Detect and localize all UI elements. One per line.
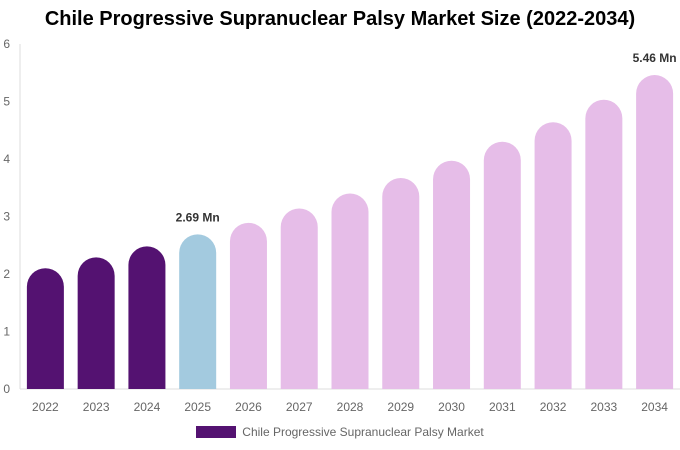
- data-label: 5.46 Mn: [633, 51, 677, 65]
- bar-2025: [179, 234, 217, 389]
- x-tick-label: 2022: [32, 400, 59, 414]
- bar-2033: [585, 99, 623, 390]
- bar-2029: [382, 177, 420, 389]
- bar-2027: [280, 208, 318, 389]
- legend: Chile Progressive Supranuclear Palsy Mar…: [0, 425, 680, 439]
- x-tick-label: 2026: [235, 400, 262, 414]
- x-tick-label: 2032: [540, 400, 567, 414]
- legend-label: Chile Progressive Supranuclear Palsy Mar…: [242, 425, 484, 439]
- bar-2026: [229, 222, 267, 389]
- x-tick-label: 2033: [590, 400, 617, 414]
- y-tick-label: 2: [3, 267, 10, 281]
- bar-2023: [77, 257, 115, 389]
- x-tick-label: 2034: [641, 400, 668, 414]
- x-tick-label: 2028: [337, 400, 364, 414]
- x-tick-label: 2027: [286, 400, 313, 414]
- y-tick-label: 1: [3, 325, 10, 339]
- bar-2034: [636, 75, 674, 390]
- bar-chart: 0 1 2 3 4 5 6 2022 2023 2024 2025 2026 2027 2028 2029 2…: [3, 37, 680, 414]
- legend-swatch: [196, 426, 237, 438]
- x-tick-label: 2029: [387, 400, 414, 414]
- y-tick-label: 4: [3, 152, 10, 166]
- x-tick-label: 2025: [184, 400, 211, 414]
- bar-2032: [534, 122, 572, 389]
- bar-2024: [128, 246, 166, 389]
- x-tick-label: 2030: [438, 400, 465, 414]
- chart-title: Chile Progressive Supranuclear Palsy Mar…: [44, 8, 636, 30]
- bar-2030: [433, 160, 471, 389]
- data-label: 2.69 Mn: [176, 210, 220, 224]
- x-tick-label: 2031: [489, 400, 516, 414]
- y-tick-label: 6: [3, 37, 10, 51]
- bar-2028: [331, 193, 369, 389]
- y-tick-label: 5: [3, 95, 10, 109]
- bar-2031: [483, 141, 521, 389]
- bar-2022: [26, 268, 64, 389]
- x-tick-label: 2023: [83, 400, 110, 414]
- y-tick-label: 0: [3, 382, 10, 396]
- x-tick-label: 2024: [134, 400, 161, 414]
- y-tick-label: 3: [3, 210, 10, 224]
